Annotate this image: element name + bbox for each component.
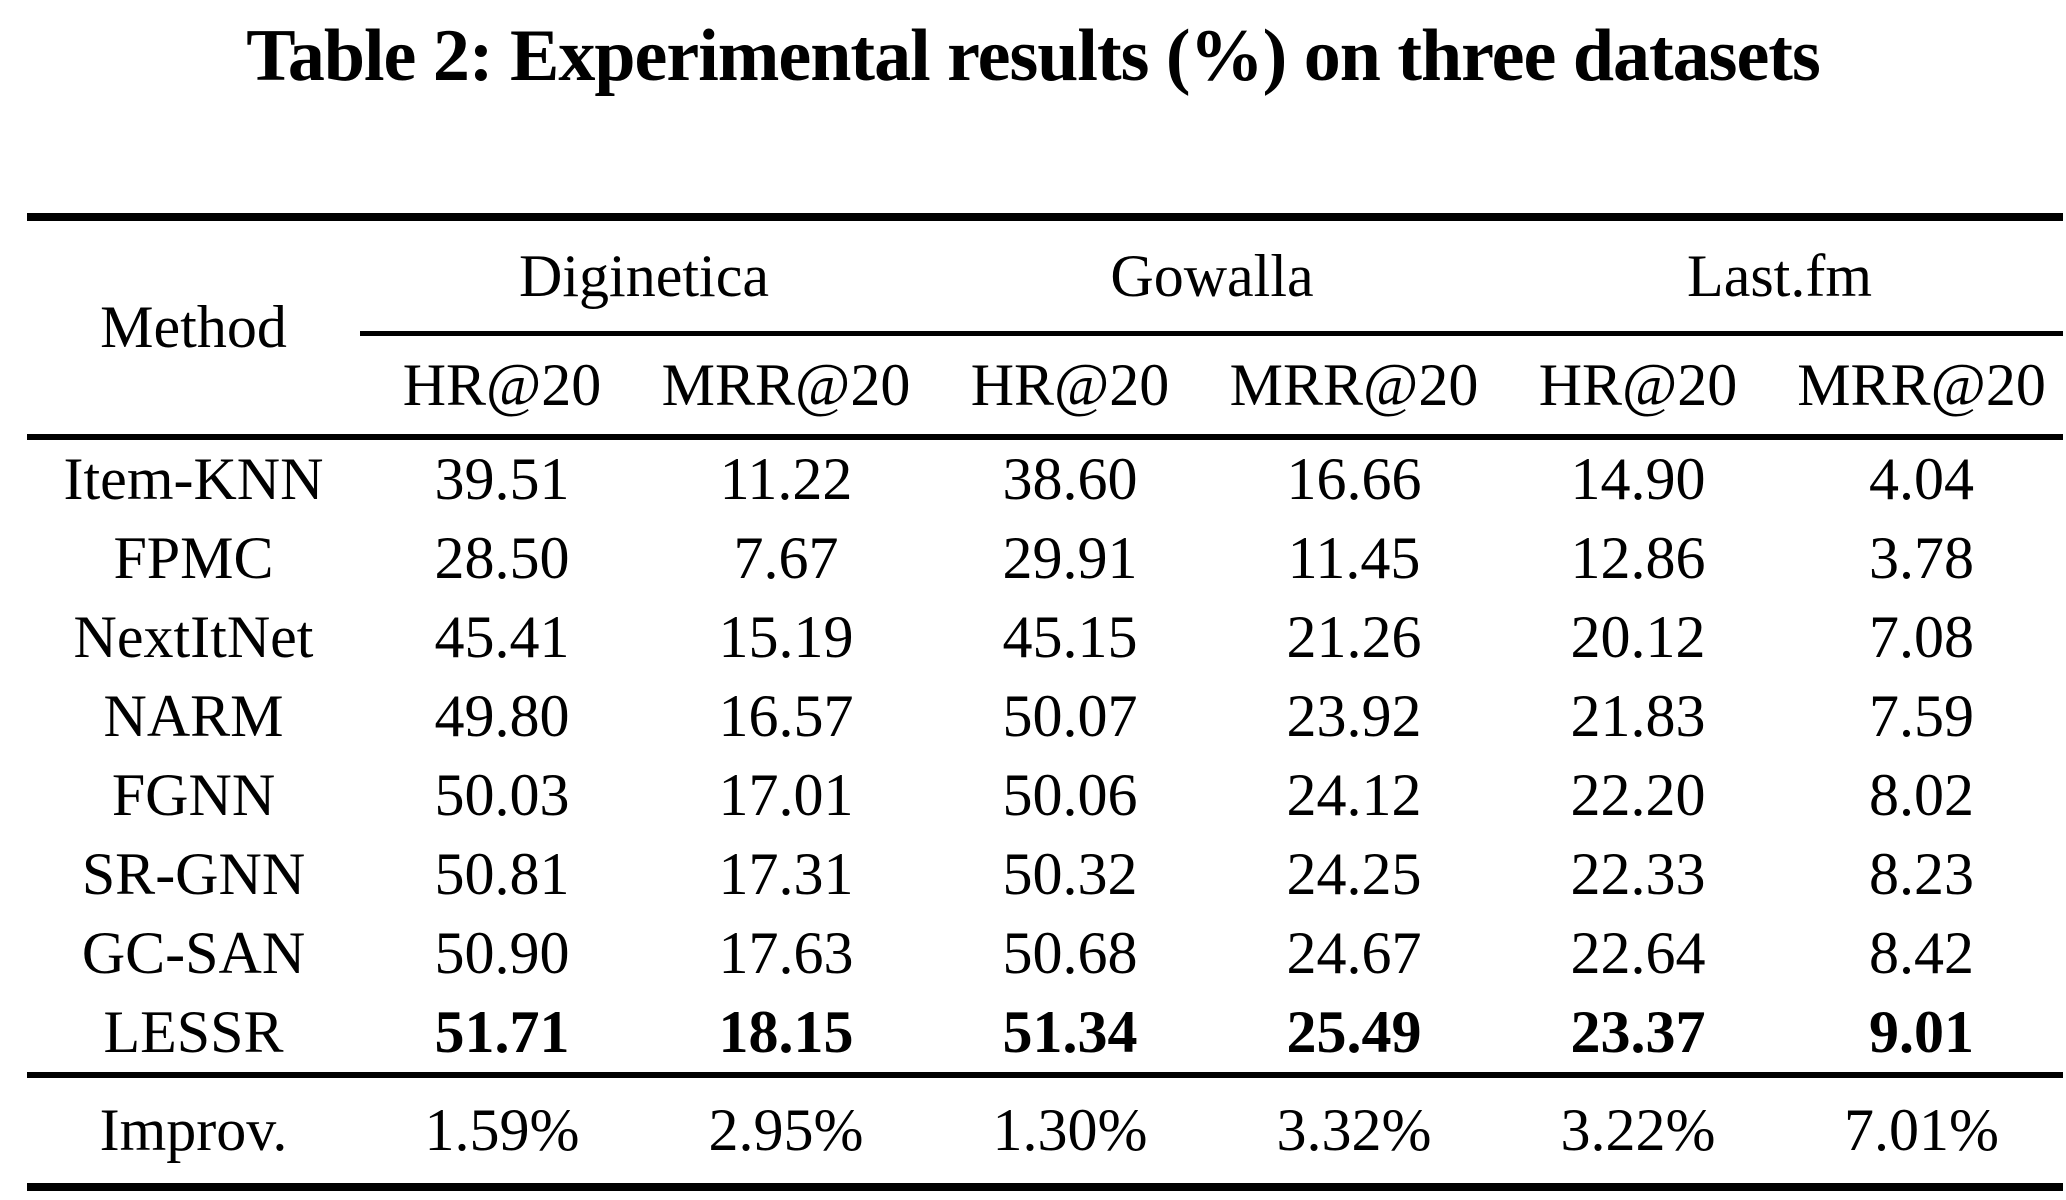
table-row: SR-GNN 50.81 17.31 50.32 24.25 22.33 8.2… — [27, 835, 2063, 914]
method-cell: GC-SAN — [81, 920, 306, 986]
method-cell: LESSR — [103, 999, 284, 1065]
method-cell: NextItNet — [73, 604, 314, 670]
value-cell: 3.32% — [1212, 1072, 1497, 1187]
dataset-header-lastfm: Last.fm — [1496, 217, 2064, 336]
value-cell: 25.49 — [1286, 999, 1422, 1065]
value-cell: 28.50 — [434, 525, 570, 591]
table-row: NARM 49.80 16.57 50.07 23.92 21.83 7.59 — [27, 677, 2063, 756]
value-cell: 20.12 — [1570, 604, 1706, 670]
value-cell: 7.67 — [733, 525, 839, 591]
table-row: GC-SAN 50.90 17.63 50.68 24.67 22.64 8.4… — [27, 914, 2063, 993]
method-cell: NARM — [103, 683, 284, 749]
metric-header: MRR@20 — [1212, 333, 1497, 440]
value-cell: 21.83 — [1570, 683, 1706, 749]
value-cell: 12.86 — [1570, 525, 1706, 591]
table-row: FPMC 28.50 7.67 29.91 11.45 12.86 3.78 — [27, 519, 2063, 598]
value-cell: 8.23 — [1869, 841, 1975, 907]
results-table: Method Diginetica Gowalla Last.fm HR@20 … — [27, 213, 2064, 1191]
value-cell: 50.07 — [1002, 683, 1138, 749]
value-cell: 8.02 — [1869, 762, 1975, 828]
value-cell: 22.20 — [1570, 762, 1706, 828]
improvement-row: Improv. 1.59% 2.95% 1.30% 3.32% 3.22% 7.… — [27, 1072, 2064, 1187]
value-cell: 50.06 — [1002, 762, 1138, 828]
method-cell: FGNN — [111, 762, 276, 828]
value-cell: 23.92 — [1286, 683, 1422, 749]
table-caption: Table 2: Experimental results (%) on thr… — [246, 15, 1821, 97]
value-cell: 22.33 — [1570, 841, 1706, 907]
table-row: FGNN 50.03 17.01 50.06 24.12 22.20 8.02 — [27, 756, 2063, 835]
method-cell: Item-KNN — [63, 446, 324, 512]
table-header: Method Diginetica Gowalla Last.fm HR@20 … — [27, 217, 2064, 440]
metric-header: HR@20 — [928, 333, 1212, 440]
table-body: Item-KNN 39.51 11.22 38.60 16.66 14.90 4… — [27, 437, 2064, 1187]
table-row: Item-KNN 39.51 11.22 38.60 16.66 14.90 4… — [27, 437, 2063, 519]
method-column-header: Method — [27, 217, 360, 440]
value-cell: 24.67 — [1286, 920, 1422, 986]
value-cell: 45.15 — [1002, 604, 1138, 670]
value-cell: 15.19 — [718, 604, 854, 670]
value-cell: 50.03 — [434, 762, 570, 828]
value-cell: 7.08 — [1869, 604, 1975, 670]
metric-header: MRR@20 — [644, 333, 928, 440]
dataset-header-gowalla: Gowalla — [928, 217, 1497, 336]
value-cell: 50.90 — [434, 920, 570, 986]
value-cell: 8.42 — [1869, 920, 1975, 986]
improvement-label: Improv. — [27, 1072, 360, 1187]
value-cell: 21.26 — [1286, 604, 1422, 670]
value-cell: 17.31 — [718, 841, 854, 907]
value-cell: 49.80 — [434, 683, 570, 749]
value-cell: 1.30% — [928, 1072, 1212, 1187]
value-cell: 17.63 — [718, 920, 854, 986]
metric-header: HR@20 — [360, 333, 644, 440]
value-cell: 4.04 — [1869, 446, 1975, 512]
value-cell: 39.51 — [434, 446, 570, 512]
value-cell: 24.12 — [1286, 762, 1422, 828]
value-cell: 51.71 — [434, 999, 570, 1065]
value-cell: 24.25 — [1286, 841, 1422, 907]
value-cell: 50.32 — [1002, 841, 1138, 907]
value-cell: 16.66 — [1286, 446, 1422, 512]
value-cell: 50.68 — [1002, 920, 1138, 986]
table-row: NextItNet 45.41 15.19 45.15 21.26 20.12 … — [27, 598, 2063, 677]
value-cell: 45.41 — [434, 604, 570, 670]
method-cell: FPMC — [113, 525, 274, 591]
value-cell: 3.78 — [1869, 525, 1975, 591]
value-cell: 2.95% — [644, 1072, 928, 1187]
method-cell: SR-GNN — [81, 841, 306, 907]
value-cell: 18.15 — [718, 999, 854, 1065]
dataset-header-diginetica: Diginetica — [360, 217, 928, 336]
metric-header-row: HR@20 MRR@20 HR@20 MRR@20 HR@20 MRR@20 — [27, 333, 2064, 440]
value-cell: 23.37 — [1570, 999, 1706, 1065]
value-cell: 16.57 — [718, 683, 854, 749]
metric-header: HR@20 — [1496, 333, 1781, 440]
value-cell: 50.81 — [434, 841, 570, 907]
value-cell: 1.59% — [360, 1072, 644, 1187]
table-row-best: LESSR 51.71 18.15 51.34 25.49 23.37 9.01 — [27, 993, 2063, 1075]
dataset-header-row: Method Diginetica Gowalla Last.fm — [27, 217, 2064, 440]
value-cell: 17.01 — [718, 762, 854, 828]
value-cell: 11.22 — [719, 446, 853, 512]
value-cell: 7.01% — [1780, 1072, 2064, 1187]
value-cell: 7.59 — [1869, 683, 1975, 749]
value-cell: 51.34 — [1002, 999, 1138, 1065]
value-cell: 22.64 — [1570, 920, 1706, 986]
value-cell: 3.22% — [1496, 1072, 1781, 1187]
value-cell: 11.45 — [1287, 525, 1421, 591]
value-cell: 9.01 — [1869, 999, 1975, 1065]
value-cell: 29.91 — [1002, 525, 1138, 591]
value-cell: 14.90 — [1570, 446, 1706, 512]
value-cell: 38.60 — [1002, 446, 1138, 512]
metric-header: MRR@20 — [1780, 333, 2064, 440]
